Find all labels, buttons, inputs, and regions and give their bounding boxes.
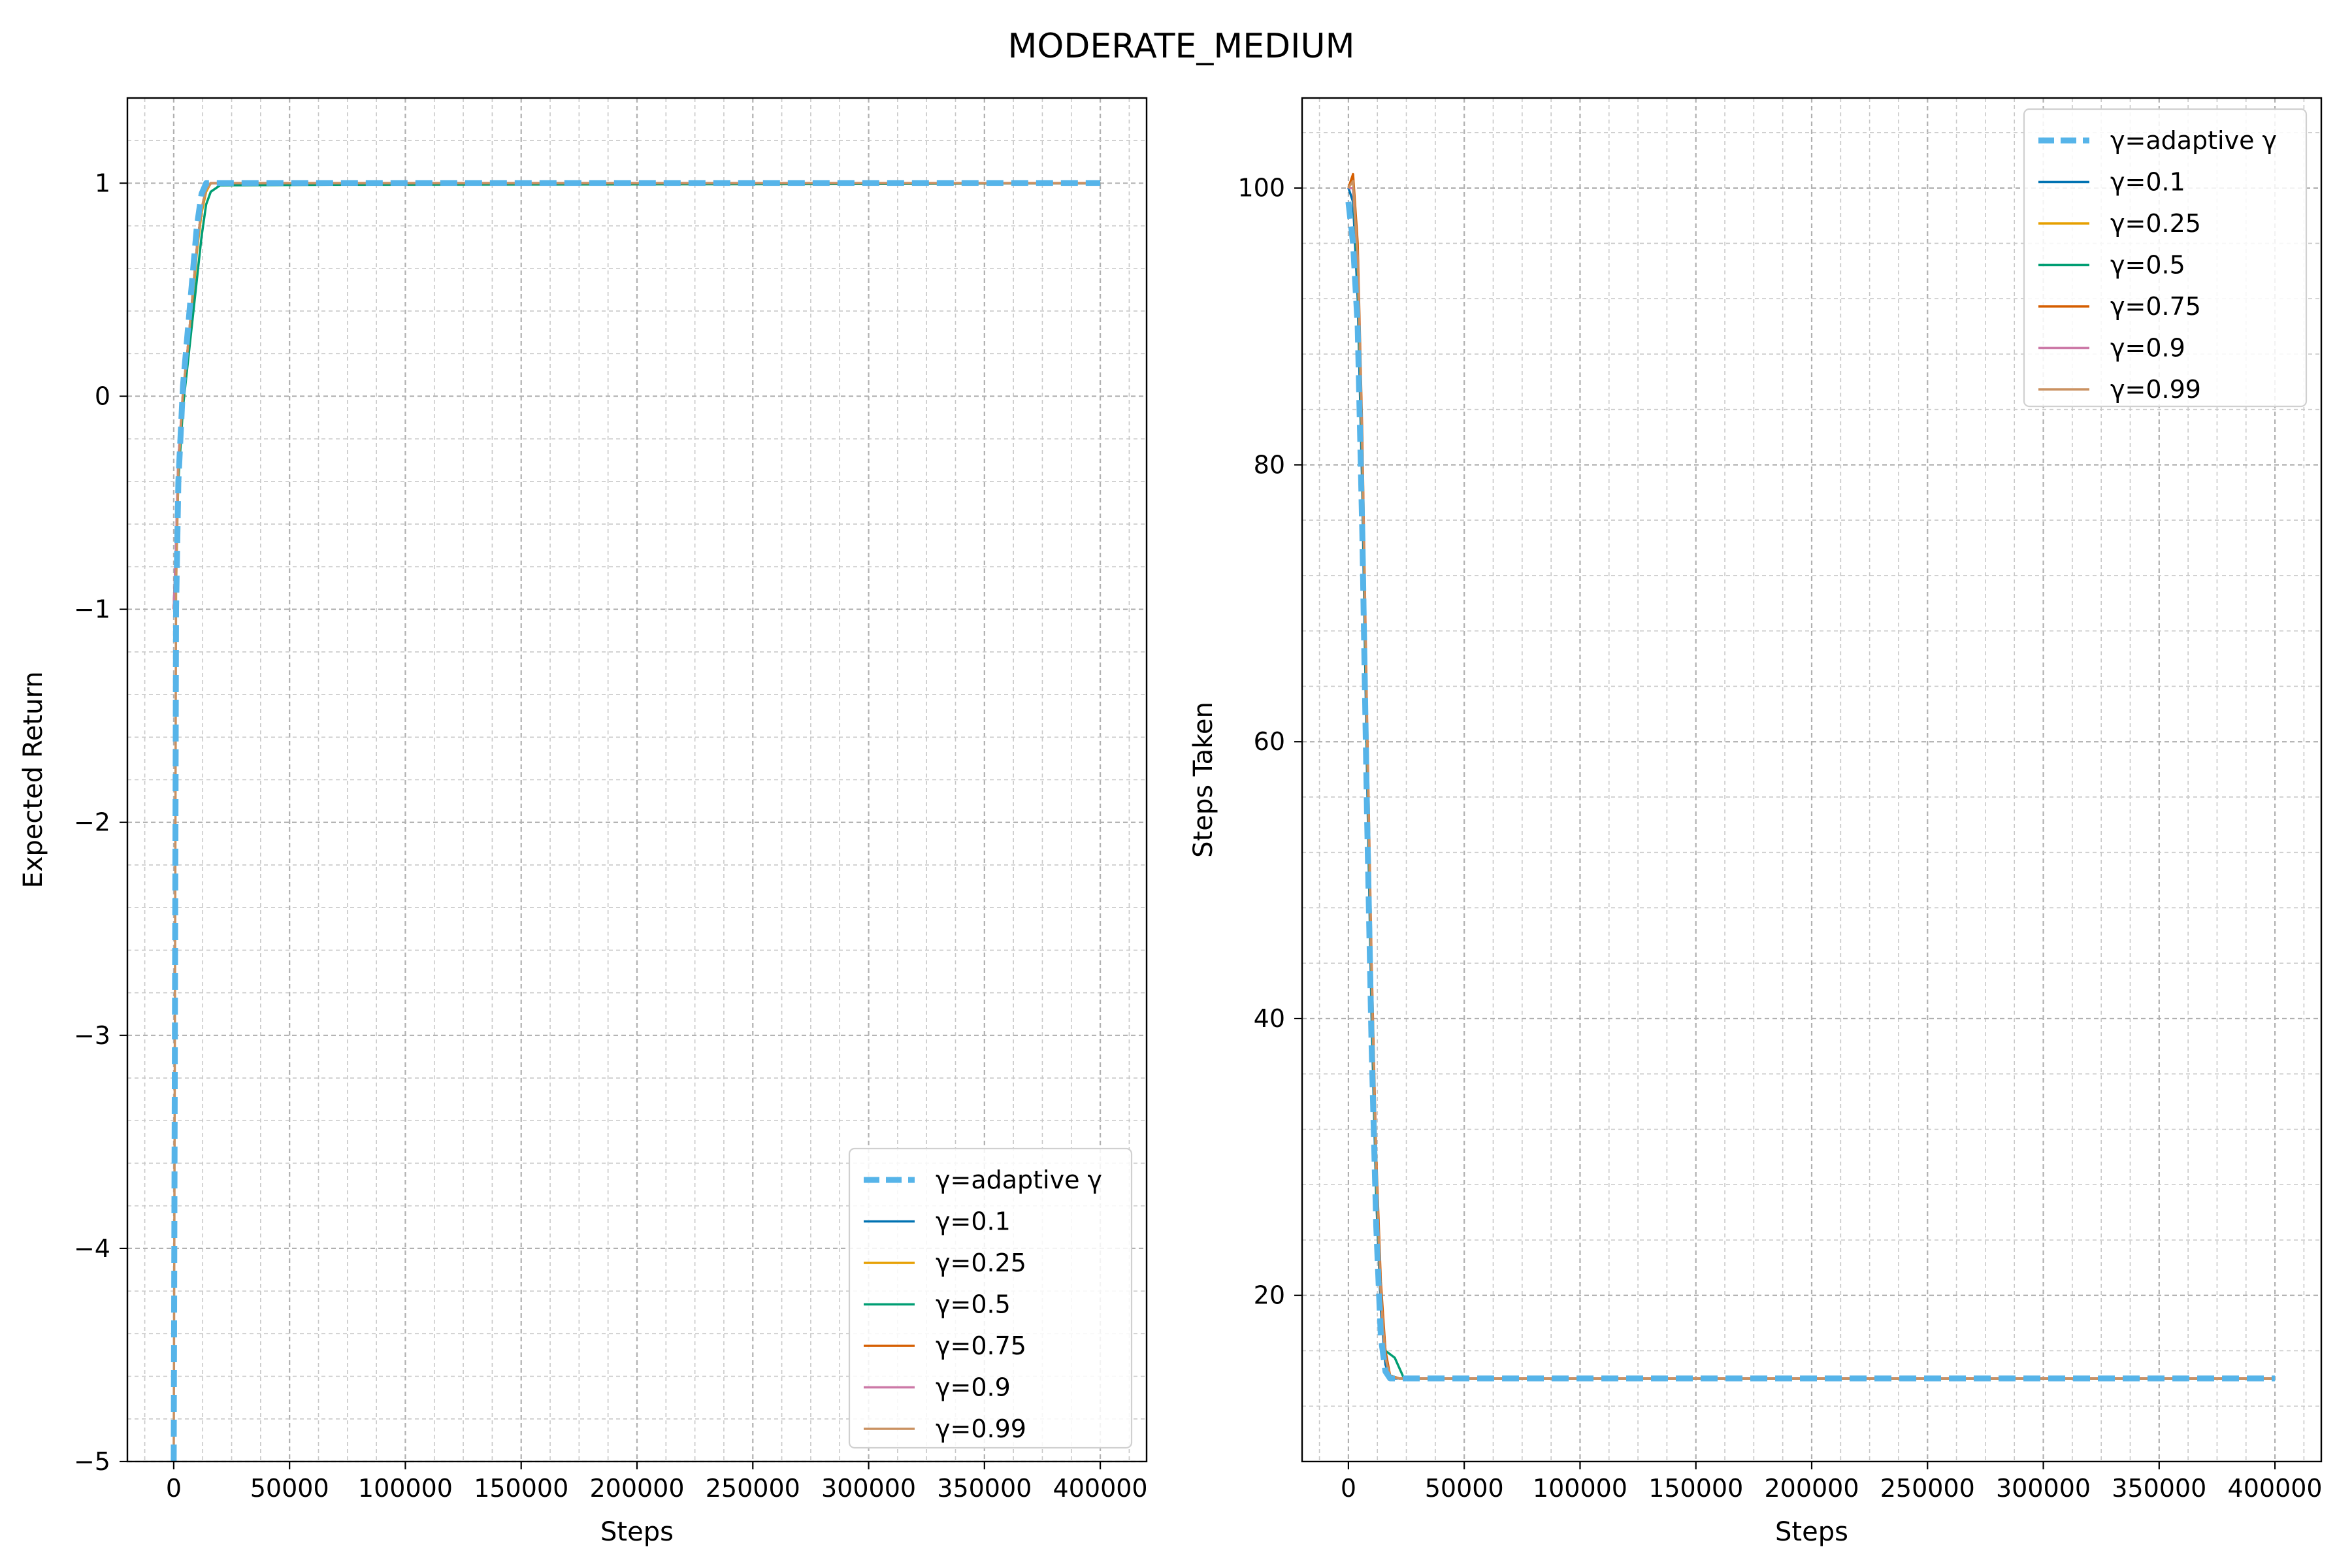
y-tick-label: 1 [95, 169, 110, 197]
legend-box [2023, 108, 2308, 408]
y-tick-label: −5 [74, 1447, 110, 1476]
legend: γ=adaptive γ γ=0.1 γ=0.25 γ=0.5 γ=0.75 γ=0.9 γ… [2023, 108, 2308, 408]
legend-label: γ=0.9 [936, 1373, 1011, 1402]
legend-item: γ=0.9 [2038, 334, 2185, 363]
y-tick-label: 0 [95, 382, 110, 411]
legend-item: γ=0.25 [864, 1249, 1026, 1277]
figure-title: MODERATE_MEDIUM [1008, 27, 1355, 66]
legend-item: γ=adaptive γ [2038, 126, 2277, 155]
legend-item: γ=adaptive γ [864, 1166, 1102, 1194]
legend-item: γ=0.75 [2038, 292, 2201, 321]
y-axis-label: Steps Taken [1188, 702, 1218, 858]
x-axis: 0 50000 100000 150000 200000 250000 300000 3500… [1341, 1462, 2323, 1503]
legend-item: γ=0.75 [864, 1331, 1026, 1360]
legend-item: γ=0.99 [864, 1414, 1026, 1443]
legend-label: γ=0.75 [2110, 292, 2201, 321]
y-axis-label: Expected Return [18, 671, 48, 888]
x-tick-label: 100000 [358, 1474, 453, 1503]
legend-label: γ=0.9 [2110, 334, 2185, 363]
x-tick-label: 0 [166, 1474, 182, 1503]
legend-label: γ=0.99 [2110, 375, 2201, 404]
y-tick-label: −3 [74, 1021, 110, 1050]
series-line-0 [1345, 201, 2276, 1382]
legend-label: γ=0.99 [936, 1414, 1026, 1443]
legend-label: γ=0.1 [2110, 168, 2185, 197]
x-tick-label: 200000 [589, 1474, 684, 1503]
legend-label: γ=0.25 [936, 1249, 1026, 1277]
x-axis-label: Steps [1775, 1517, 1848, 1547]
legend-label: γ=adaptive γ [2110, 126, 2277, 155]
legend-box [848, 1147, 1133, 1449]
legend: γ=adaptive γ γ=0.1 γ=0.25 γ=0.5 γ=0.75 γ=0.9 γ… [848, 1147, 1133, 1449]
y-tick-label: 20 [1254, 1281, 1285, 1310]
legend-label: γ=0.25 [2110, 209, 2201, 238]
legend-label: γ=0.5 [2110, 251, 2185, 280]
x-tick-label: 50000 [1425, 1474, 1504, 1503]
legend-label: γ=0.5 [936, 1290, 1011, 1319]
x-tick-label: 200000 [1764, 1474, 1859, 1503]
x-tick-label: 50000 [250, 1474, 329, 1503]
legend-item: γ=0.1 [864, 1207, 1011, 1236]
x-tick-label: 350000 [937, 1474, 1032, 1503]
y-tick-label: 100 [1237, 174, 1285, 203]
legend-item: γ=0.99 [2038, 375, 2201, 404]
legend-label: γ=0.1 [936, 1207, 1011, 1236]
series-group [1345, 172, 2276, 1382]
x-tick-label: 250000 [1880, 1474, 1975, 1503]
x-axis-label: Steps [600, 1517, 674, 1547]
x-tick-label: 300000 [1996, 1474, 2091, 1503]
steps-taken-plot: 0 50000 100000 150000 200000 250000 300000 3500… [1188, 97, 2323, 1547]
x-tick-label: 400000 [2228, 1474, 2323, 1503]
series-group [171, 180, 1101, 1462]
y-tick-label: −2 [74, 808, 110, 837]
y-tick-label: 80 [1254, 450, 1285, 479]
y-tick-label: 40 [1254, 1004, 1285, 1033]
x-tick-label: 0 [1341, 1474, 1356, 1503]
expected-return-plot: 0 50000 100000 150000 200000 250000 300000 3500… [18, 97, 1148, 1547]
legend-label: γ=adaptive γ [936, 1166, 1102, 1194]
y-tick-label: 60 [1254, 727, 1285, 756]
x-tick-label: 300000 [821, 1474, 916, 1503]
y-axis: 20 40 60 80 100 [1237, 174, 1302, 1310]
series-line-0 [171, 180, 1101, 1462]
x-tick-label: 150000 [1648, 1474, 1743, 1503]
legend-item: γ=0.1 [2038, 168, 2185, 197]
x-tick-label: 250000 [706, 1474, 800, 1503]
legend-item: γ=0.5 [864, 1290, 1011, 1319]
x-tick-label: 100000 [1533, 1474, 1627, 1503]
legend-item: γ=0.9 [864, 1373, 1011, 1402]
legend-item: γ=0.25 [2038, 209, 2201, 238]
y-tick-label: −4 [74, 1234, 110, 1263]
x-tick-label: 150000 [474, 1474, 568, 1503]
y-axis: −5 −4 −3 −2 −1 0 1 [74, 169, 127, 1476]
x-axis: 0 50000 100000 150000 200000 250000 300000 3500… [166, 1462, 1148, 1503]
x-tick-label: 400000 [1053, 1474, 1148, 1503]
x-tick-label: 350000 [2112, 1474, 2206, 1503]
legend-item: γ=0.5 [2038, 251, 2185, 280]
y-tick-label: −1 [74, 595, 110, 624]
legend-label: γ=0.75 [936, 1331, 1026, 1360]
